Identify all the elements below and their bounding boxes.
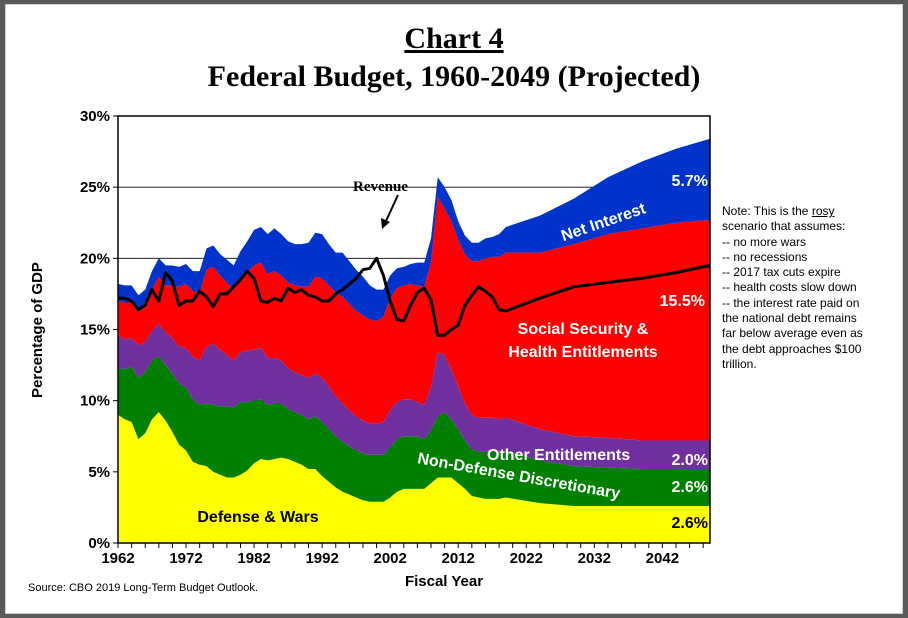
revenue-label: Revenue (353, 179, 408, 195)
stacked-areas (118, 138, 710, 543)
x-tick-label: 2002 (373, 550, 406, 567)
area-non-defense-discretionary (118, 356, 710, 506)
other-ent-label: Other Entitlements (487, 447, 630, 464)
x-tick-label: 1982 (237, 550, 270, 567)
revenue-arrow-line (385, 194, 399, 222)
x-tick-label: 1972 (169, 550, 202, 567)
note-line: Note: This is the rosy (722, 204, 835, 218)
x-axis-label: Fiscal Year (405, 573, 483, 590)
y-tick-label: 15% (80, 322, 110, 339)
ss-label-line1: Social Security & (518, 321, 649, 338)
x-tick-label: 2042 (646, 550, 679, 567)
x-tick-label: 1992 (305, 550, 338, 567)
note-line: the debt approaches $100 (722, 341, 862, 356)
revenue-arrow-head (381, 218, 390, 229)
x-tick-label: 1962 (101, 550, 134, 567)
area-social-security-health-entitlements (118, 197, 710, 441)
ss-label-line2: Health Entitlements (508, 344, 657, 361)
net-interest-value: 5.7% (672, 173, 708, 190)
defense-value: 2.6% (672, 515, 708, 532)
note-line: -- 2017 tax cuts expire (722, 265, 841, 280)
area-defense-wars (118, 412, 710, 543)
non-def-value: 2.6% (672, 479, 708, 496)
note-line: -- health costs slow down (722, 280, 857, 295)
x-tick-label: 2022 (510, 550, 543, 567)
scenario-note: Note: This is the rosy scenario that ass… (722, 204, 890, 372)
area-net-interest (118, 138, 710, 321)
ss-value: 15.5% (660, 293, 705, 310)
y-tick-label: 5% (88, 464, 110, 481)
note-line: far below average even as (722, 326, 863, 341)
x-axis-ticks: 1962 1972 1982 1992 2002 2012 2022 2032 2042 (101, 543, 704, 567)
y-tick-label: 20% (80, 250, 110, 267)
y-axis-ticks: 0% 5% 10% 15% 20% 25% 30% (80, 108, 118, 552)
source-note: Source: CBO 2019 Long-Term Budget Outloo… (28, 582, 258, 594)
note-line: -- the interest rate paid on (722, 295, 860, 310)
revenue-line (118, 256, 711, 337)
area-other-entitlements (118, 323, 710, 469)
y-tick-label: 30% (80, 108, 110, 125)
y-tick-label: 0% (88, 535, 110, 552)
x-tick-label: 2032 (578, 550, 611, 567)
note-line: the national debt remains (722, 311, 857, 326)
note-line: -- no more wars (722, 234, 807, 249)
y-tick-label: 25% (80, 179, 110, 196)
y-tick-label: 10% (80, 393, 110, 410)
other-ent-value: 2.0% (672, 452, 708, 469)
y-axis-label: Percentage of GDP (29, 262, 46, 398)
defense-label: Defense & Wars (197, 509, 318, 526)
chart-subtitle: Federal Budget, 1960-2049 (Projected) (207, 60, 701, 93)
note-line: -- no recessions (722, 249, 808, 264)
x-tick-label: 2012 (442, 550, 475, 567)
chart-title: Chart 4 (404, 22, 504, 55)
note-line: trillion. (722, 356, 757, 371)
note-line: scenario that assumes: (722, 219, 846, 234)
